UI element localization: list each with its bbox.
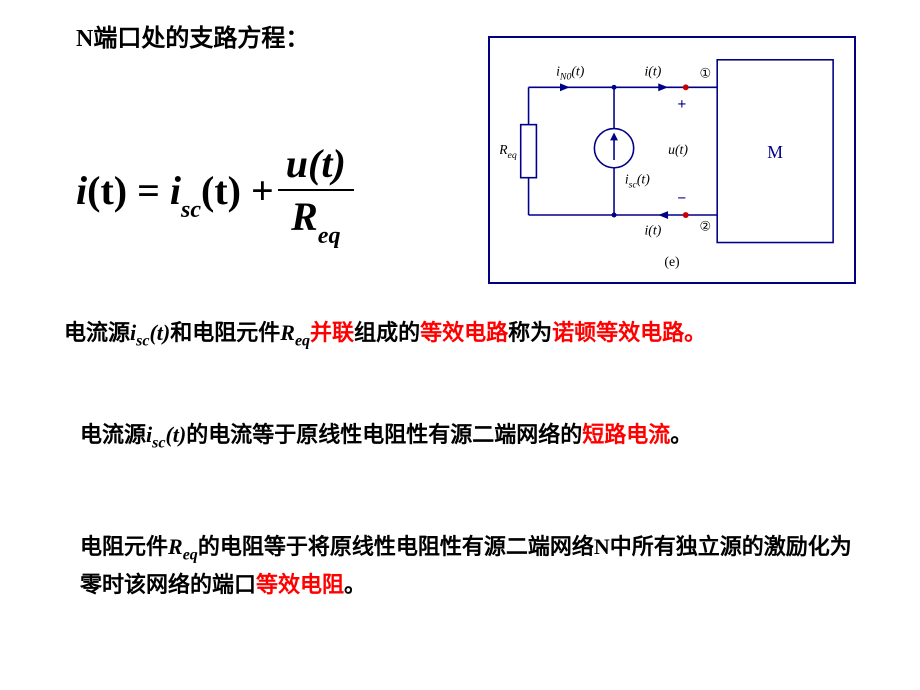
eq-t2: (t) [201, 168, 241, 213]
m-label: M [767, 142, 783, 162]
svg-text:+: + [677, 96, 686, 113]
eq-eq: = [127, 168, 170, 213]
eq-fraction: u(t) Req [278, 140, 354, 246]
svg-text:i(t): i(t) [644, 223, 661, 239]
svg-text:−: − [677, 190, 686, 207]
svg-text:i(t): i(t) [644, 64, 661, 80]
circuit-svg: M iN0(t) i(t) i(t) Req isc(t) u(t) + − ①… [500, 48, 844, 272]
page-title: N端口处的支路方程： [76, 18, 309, 53]
eq-isc: i [170, 168, 181, 213]
svg-text:①: ① [700, 66, 711, 80]
svg-text:u(t): u(t) [668, 142, 688, 158]
eq-plus: + [241, 168, 274, 213]
eq-i: i [76, 168, 87, 213]
eq-sc: sc [181, 197, 201, 223]
eq-ut: u(t) [286, 141, 346, 186]
main-equation: i(t) = isc(t) + u(t) Req [76, 140, 354, 246]
svg-text:(e): (e) [664, 254, 679, 270]
svg-text:②: ② [700, 220, 711, 234]
svg-text:Req: Req [500, 142, 517, 161]
svg-text:iN0(t): iN0(t) [556, 64, 585, 83]
eq-t1: (t) [87, 168, 127, 213]
circuit-diagram: M iN0(t) i(t) i(t) Req isc(t) u(t) + − ①… [488, 36, 856, 284]
eq-R: R [291, 194, 318, 239]
paragraph-1: 电流源isc(t)和电阻元件Req并联组成的等效电路称为诺顿等效电路。 [64, 316, 864, 354]
paragraph-2: 电流源isc(t)的电流等于原线性电阻性有源二端网络的短路电流。 [80, 418, 870, 456]
paragraph-3: 电阻元件Req的电阻等于将原线性电阻性有源二端网络N中所有独立源的激励化为零时该… [80, 530, 870, 602]
svg-text:isc(t): isc(t) [625, 172, 650, 191]
eq-req: eq [318, 223, 341, 249]
